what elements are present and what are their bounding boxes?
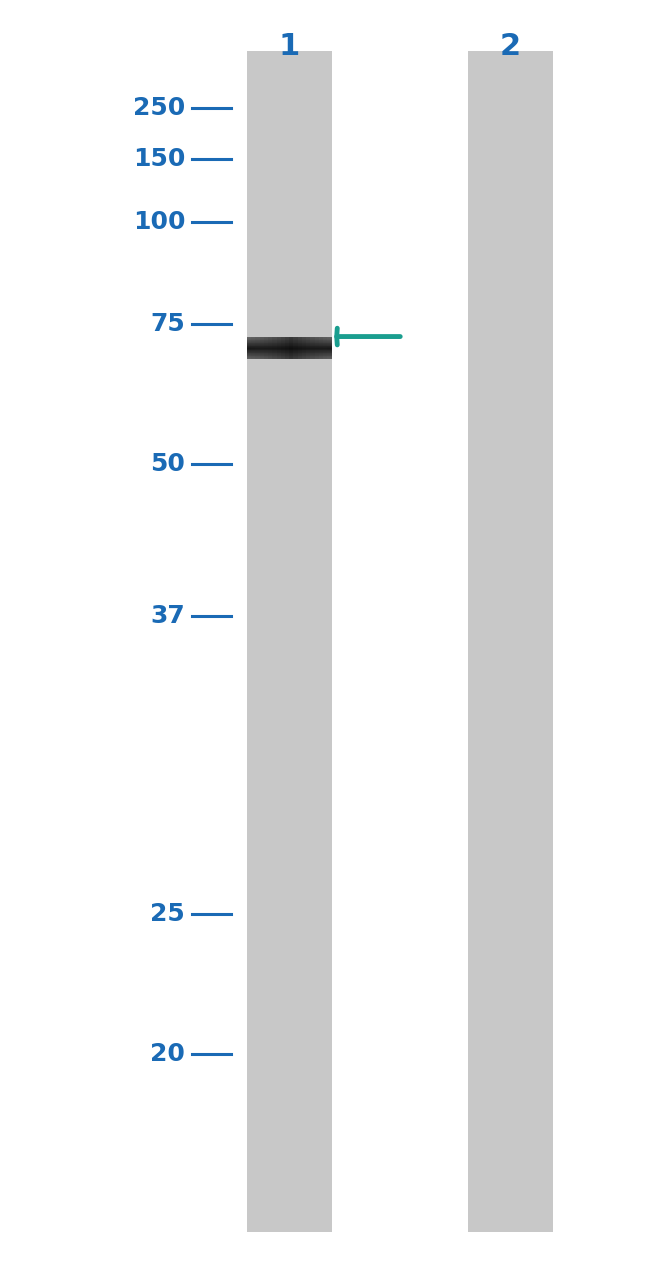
Bar [318, 337, 323, 359]
Bar [315, 337, 318, 359]
Text: 150: 150 [133, 147, 185, 170]
Bar [277, 337, 281, 359]
Text: 2: 2 [500, 32, 521, 61]
Text: 250: 250 [133, 97, 185, 119]
Bar [255, 337, 260, 359]
Bar [268, 337, 272, 359]
Text: 25: 25 [151, 903, 185, 926]
Bar [272, 337, 277, 359]
Bar [264, 337, 268, 359]
Text: 75: 75 [151, 312, 185, 335]
Text: 1: 1 [279, 32, 300, 61]
Bar [298, 337, 302, 359]
Bar [247, 337, 251, 359]
Bar [289, 337, 294, 359]
Bar [323, 337, 327, 359]
Bar [468, 51, 552, 1232]
Bar [260, 337, 264, 359]
Bar [251, 337, 255, 359]
Bar [247, 51, 332, 1232]
Bar [281, 337, 285, 359]
Bar [311, 337, 315, 359]
Text: 50: 50 [150, 452, 185, 475]
Bar [294, 337, 298, 359]
Bar [285, 337, 289, 359]
Bar [328, 337, 332, 359]
Bar [306, 337, 311, 359]
Text: 20: 20 [150, 1043, 185, 1066]
Text: 37: 37 [151, 605, 185, 627]
Text: 100: 100 [133, 211, 185, 234]
Bar [302, 337, 306, 359]
